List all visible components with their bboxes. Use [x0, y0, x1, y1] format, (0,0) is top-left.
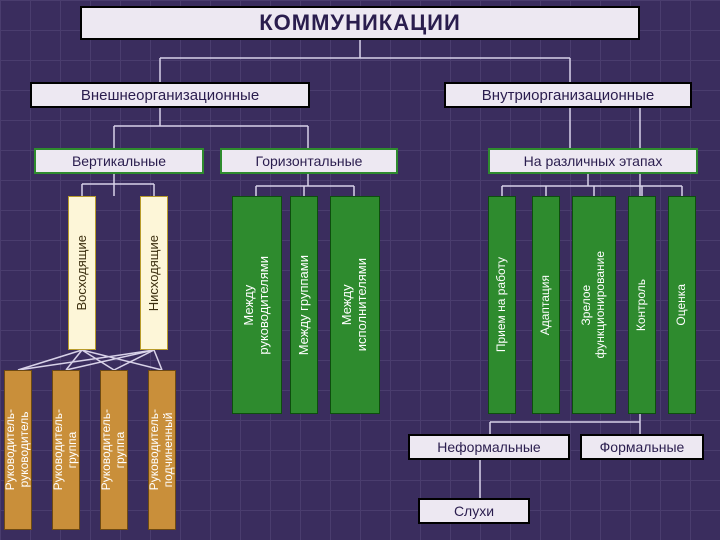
ruk-3: Руководитель- группа — [100, 370, 128, 530]
stage-evaluation: Оценка — [668, 196, 696, 414]
level2-internal: Внутриорганизационные — [444, 82, 692, 108]
level3-vertical: Вертикальные — [34, 148, 204, 174]
hor-performers: Между исполнителями — [330, 196, 380, 414]
ruk-2: Руководитель- группа — [52, 370, 80, 530]
informal-box: Неформальные — [408, 434, 570, 460]
stage-control: Контроль — [628, 196, 656, 414]
level3-horizontal: Горизонтальные — [220, 148, 398, 174]
title-box: КОММУНИКАЦИИ — [80, 6, 640, 40]
vertical-upward: Восходящие — [68, 196, 96, 350]
formal-box: Формальные — [580, 434, 704, 460]
stage-adaptation: Адаптация — [532, 196, 560, 414]
stage-hiring: Прием на работу — [488, 196, 516, 414]
stage-mature: Зрелое функционирование — [572, 196, 616, 414]
ruk-1: Руководитель- руководитель — [4, 370, 32, 530]
level2-external: Внешнеорганизационные — [30, 82, 310, 108]
hor-leaders: Между руководителями — [232, 196, 282, 414]
ruk-4: Руководитель- подчиненный — [148, 370, 176, 530]
hor-groups: Между группами — [290, 196, 318, 414]
level3-stages: На различных этапах — [488, 148, 698, 174]
vertical-downward: Нисходящие — [140, 196, 168, 350]
rumors-box: Слухи — [418, 498, 530, 524]
